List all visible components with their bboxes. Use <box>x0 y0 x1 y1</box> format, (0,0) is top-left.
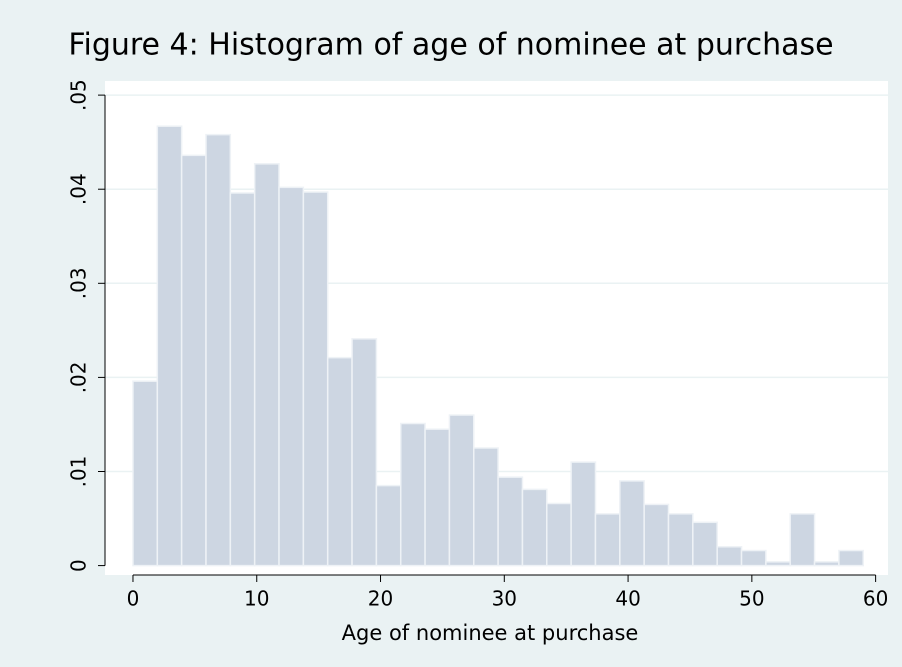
bar <box>253 163 280 567</box>
bar <box>789 513 816 567</box>
bar <box>229 192 256 567</box>
bar <box>473 447 499 567</box>
bar <box>813 561 840 567</box>
bar <box>424 428 451 567</box>
bar <box>838 549 864 567</box>
y-tick-label: .01 <box>67 456 91 488</box>
bar <box>497 476 524 567</box>
bar <box>740 549 767 567</box>
bar <box>156 125 183 567</box>
bar <box>667 513 694 567</box>
y-tick-label: .05 <box>67 79 91 111</box>
x-tick-label: 0 <box>127 587 140 611</box>
bar <box>643 503 670 567</box>
x-tick-label: 50 <box>739 587 764 611</box>
x-tick-label: 40 <box>615 587 640 611</box>
bar <box>692 521 718 567</box>
chart-title: Figure 4: Histogram of age of nominee at… <box>68 28 833 63</box>
bar <box>132 380 159 567</box>
bar <box>326 356 353 567</box>
x-tick-label: 10 <box>244 587 269 611</box>
bar <box>351 338 378 567</box>
y-tick-label: .03 <box>67 267 91 299</box>
bar <box>716 546 743 567</box>
y-tick-label: .02 <box>67 361 91 393</box>
bar <box>570 461 597 567</box>
bar <box>375 484 402 567</box>
x-tick-label: 60 <box>863 587 888 611</box>
bar <box>278 186 305 567</box>
bar <box>619 480 645 567</box>
bar <box>302 191 329 567</box>
bar <box>448 414 475 567</box>
bar <box>594 513 621 567</box>
y-tick-label: 0 <box>67 559 91 572</box>
bar <box>180 154 207 567</box>
x-axis-label: Age of nominee at purchase <box>342 621 639 645</box>
bar <box>399 422 426 567</box>
x-tick-label: 30 <box>492 587 517 611</box>
bar <box>546 502 572 567</box>
bar <box>765 561 791 567</box>
bar <box>521 488 548 567</box>
y-tick-label: .04 <box>67 173 91 205</box>
x-tick-label: 20 <box>368 587 393 611</box>
bar <box>205 133 232 567</box>
